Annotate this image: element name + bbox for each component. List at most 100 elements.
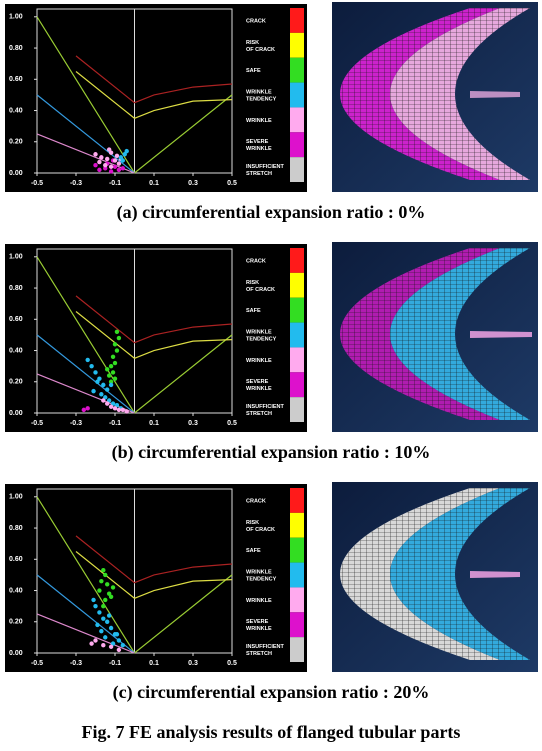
legend-label: WRINKLE (246, 146, 272, 152)
y-tick-label: 0.60 (9, 316, 23, 323)
strain-point (111, 370, 115, 374)
x-tick-label: 0.1 (149, 420, 159, 427)
strain-point (109, 165, 113, 169)
legend-swatch (290, 372, 304, 397)
strain-point (103, 635, 107, 639)
x-tick-label: 0.3 (188, 420, 198, 427)
strain-point (105, 157, 109, 161)
legend-swatch (290, 132, 304, 157)
strain-point (93, 163, 97, 167)
legend-label: OF CRACK (246, 287, 275, 293)
y-tick-label: 0.20 (9, 379, 23, 386)
y-tick-label: 0.40 (9, 587, 23, 594)
legend-label: INSUFFICIENT (246, 404, 285, 410)
legend-swatch (290, 637, 304, 662)
legend-label: SEVERE (246, 379, 269, 385)
strain-point (113, 165, 117, 169)
strain-point (105, 367, 109, 371)
legend-label: TENDENCY (246, 337, 277, 343)
y-tick-label: 1.00 (9, 254, 23, 261)
strain-point (93, 638, 97, 642)
strain-point (115, 632, 119, 636)
strain-point (117, 161, 121, 165)
strain-point (97, 160, 101, 164)
strain-point (103, 163, 107, 167)
strain-point (99, 392, 103, 396)
x-tick-label: -0.3 (70, 180, 82, 187)
strain-point (121, 408, 125, 412)
strain-point (117, 638, 121, 642)
legend-label: INSUFFICIENT (246, 164, 285, 170)
strain-point (86, 358, 90, 362)
x-tick-label: -0.3 (70, 660, 82, 667)
y-tick-label: 0.00 (9, 410, 23, 417)
strain-point (93, 370, 97, 374)
x-tick-label: -0.3 (70, 420, 82, 427)
legend-swatch (290, 323, 304, 348)
flange-tip (470, 91, 520, 98)
x-tick-label: -0.1 (109, 180, 121, 187)
legend-label: SEVERE (246, 619, 269, 625)
strain-point (105, 620, 109, 624)
strain-point (91, 389, 95, 393)
x-tick-label: 0.5 (227, 180, 237, 187)
legend-label: OF CRACK (246, 47, 275, 53)
y-tick-label: 0.80 (9, 525, 23, 532)
legend-label: CRACK (246, 18, 266, 24)
y-tick-label: 0.80 (9, 285, 23, 292)
strain-point (125, 409, 129, 413)
strain-point (111, 585, 115, 589)
x-tick-label: 0.5 (227, 660, 237, 667)
y-tick-label: 0.00 (9, 170, 23, 177)
panel-caption: (a) circumferential expansion ratio : 0% (117, 202, 426, 223)
strain-point (97, 610, 101, 614)
legend-label: SAFE (246, 68, 261, 74)
figure-caption: Fig. 7 FE analysis results of flanged tu… (82, 722, 461, 742)
x-tick-label: -0.5 (31, 660, 43, 667)
panel-caption: (c) circumferential expansion ratio : 20… (113, 682, 430, 703)
strain-point (101, 398, 105, 402)
legend-label: RISK (246, 40, 259, 46)
strain-point (107, 613, 111, 617)
strain-point (82, 408, 86, 412)
legend-label: WRINKLE (246, 626, 272, 632)
legend-swatch (290, 488, 304, 513)
legend-label: RISK (246, 520, 259, 526)
strain-point (89, 364, 93, 368)
y-tick-label: 1.00 (9, 14, 23, 21)
strain-point (111, 355, 115, 359)
strain-point (121, 643, 125, 647)
strain-point (113, 361, 117, 365)
figure: Fig. 7 FE analysis results of flanged tu… (0, 0, 542, 751)
legend-swatch (290, 248, 304, 273)
legend-swatch (290, 347, 304, 372)
x-tick-label: -0.1 (109, 420, 121, 427)
y-tick-label: 0.20 (9, 619, 23, 626)
x-tick-label: 0.1 (149, 180, 159, 187)
strain-point (97, 588, 101, 592)
legend-swatch (290, 612, 304, 637)
legend-swatch (290, 587, 304, 612)
strain-point (109, 169, 113, 173)
y-tick-label: 0.20 (9, 139, 23, 146)
strain-point (97, 168, 101, 172)
y-tick-label: 0.60 (9, 556, 23, 563)
legend-swatch (290, 157, 304, 182)
strain-point (93, 604, 97, 608)
legend-swatch (290, 33, 304, 58)
strain-point (109, 364, 113, 368)
legend-label: SEVERE (246, 139, 269, 145)
legend-label: TENDENCY (246, 97, 277, 103)
strain-point (109, 645, 113, 649)
strain-point (105, 582, 109, 586)
strain-point (113, 158, 117, 162)
legend-swatch (290, 83, 304, 108)
strain-point (99, 629, 103, 633)
strain-point (107, 147, 111, 151)
strain-point (115, 348, 119, 352)
legend-label: WRINKLE (246, 118, 272, 124)
strain-point (121, 158, 125, 162)
legend-label: SAFE (246, 548, 261, 554)
strain-point (115, 154, 119, 158)
legend-label: WRINKLE (246, 358, 272, 364)
